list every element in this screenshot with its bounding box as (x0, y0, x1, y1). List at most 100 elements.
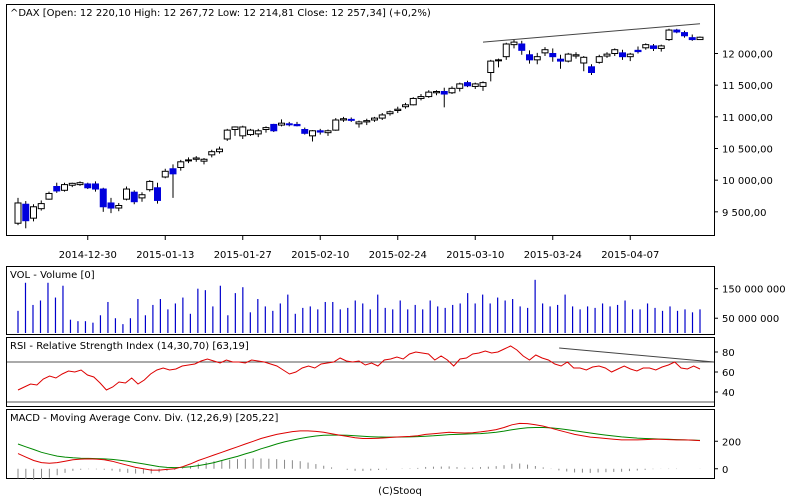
macd-line (17, 422, 701, 471)
price-x-tick-label: 2015-02-10 (291, 250, 349, 261)
macd-signal-line (17, 427, 701, 469)
price-x-tick-label: 2015-03-10 (446, 250, 504, 261)
candle-up (146, 180, 154, 191)
price-x-tick-label: 2015-01-27 (214, 250, 272, 261)
candle-up (611, 49, 619, 55)
candle-up (642, 44, 650, 49)
candle-up (262, 127, 270, 130)
candle-up (564, 53, 572, 62)
candle-up (487, 60, 495, 73)
candle-up (161, 170, 169, 178)
candle-up (495, 59, 502, 62)
candle-up (185, 159, 192, 162)
candle-up (45, 192, 53, 200)
candle-up (425, 91, 433, 98)
rsi-y-tick-label: 80 (722, 348, 735, 359)
rsi-y-tick-label: 40 (722, 388, 735, 399)
candle-down (293, 123, 301, 127)
price-y-tick-label: 10 000,00 (722, 176, 773, 187)
candle-down (464, 82, 471, 87)
rsi-trendline (559, 347, 715, 363)
candle-down (154, 187, 161, 201)
rsi-title: RSI - Relative Strength Index (14,30,70)… (10, 341, 249, 352)
candle-down (169, 168, 177, 175)
price-y-tick-label: 11 500,00 (722, 81, 773, 92)
candle-down (285, 123, 293, 126)
candle-down (650, 45, 657, 49)
footer-credit: (C)Stooq (378, 486, 422, 497)
candle-up (471, 83, 479, 87)
candle-up (115, 205, 123, 209)
candle-down (22, 203, 30, 222)
candle-up (657, 45, 665, 49)
candle-up (332, 119, 340, 131)
candle-up (37, 203, 45, 210)
price-header: ^DAX [Open: 12 220,10 High: 12 267,72 Lo… (10, 8, 431, 19)
price-x-tick-label: 2014-12-30 (59, 250, 117, 261)
candle-down (301, 129, 309, 134)
candle-up (223, 129, 231, 140)
candle-up (324, 130, 332, 134)
volume-panel-frame (6, 266, 715, 335)
price-y-tick-label: 9 500,00 (722, 208, 767, 219)
candle-down (619, 52, 626, 58)
candle-down (526, 54, 533, 61)
candle-up (533, 56, 541, 61)
candle-down (549, 53, 557, 58)
price-x-tick-label: 2015-01-13 (136, 250, 194, 261)
candle-up (200, 158, 208, 162)
candle-up (138, 194, 146, 199)
candle-up (603, 53, 611, 57)
candle-up (417, 96, 425, 99)
macd-y-tick-label: 0 (722, 465, 728, 476)
candle-up (394, 108, 402, 111)
candle-up (76, 182, 84, 186)
candle-down (557, 58, 564, 62)
candle-up (309, 130, 316, 137)
candle-up (409, 97, 417, 106)
candle-down (316, 130, 324, 133)
price-y-tick-label: 11 000,00 (722, 113, 773, 124)
candle-down (518, 43, 526, 51)
macd-title: MACD - Moving Average Conv. Div. (12,26,… (10, 413, 278, 424)
volume-title: VOL - Volume [0] (10, 270, 95, 281)
candle-up (402, 104, 409, 108)
candle-up (665, 29, 673, 41)
candle-down (440, 91, 448, 95)
candle-up (192, 157, 200, 160)
candle-up (541, 49, 549, 54)
candle-down (588, 66, 595, 74)
candle-down (347, 118, 355, 121)
candle-up (239, 126, 247, 137)
candle-down (84, 183, 92, 189)
candle-up (68, 182, 76, 186)
candle-up (340, 118, 347, 121)
candle-up (378, 114, 386, 119)
candle-up (371, 117, 378, 121)
price-x-tick-label: 2015-02-24 (369, 250, 427, 261)
macd-panel-frame (6, 409, 715, 479)
macd-y-tick-label: 200 (722, 437, 741, 448)
price-y-tick-label: 10 500,00 (722, 145, 773, 156)
candle-up (231, 126, 239, 131)
candle-up (580, 56, 588, 64)
candle-up (30, 206, 37, 219)
rsi-panel: 80 60 40 (7, 345, 735, 403)
candle-up (696, 36, 704, 41)
candle-up (595, 56, 603, 63)
candle-up (363, 120, 371, 123)
candle-up (278, 122, 285, 126)
rsi-panel-frame (6, 337, 715, 407)
candle-up (456, 83, 464, 89)
candle-up (123, 188, 130, 200)
candle-up (448, 87, 456, 94)
rsi-y-tick-label: 60 (722, 368, 735, 379)
candle-down (681, 32, 688, 37)
price-trendline (482, 23, 701, 43)
price-x-tick-label: 2015-04-07 (601, 250, 659, 261)
price-panel: 12 000,00 11 500,00 11 000,00 10 500,00 10 0… (14, 23, 773, 261)
volume-y-tick-label: 150 000 000 (722, 285, 786, 296)
